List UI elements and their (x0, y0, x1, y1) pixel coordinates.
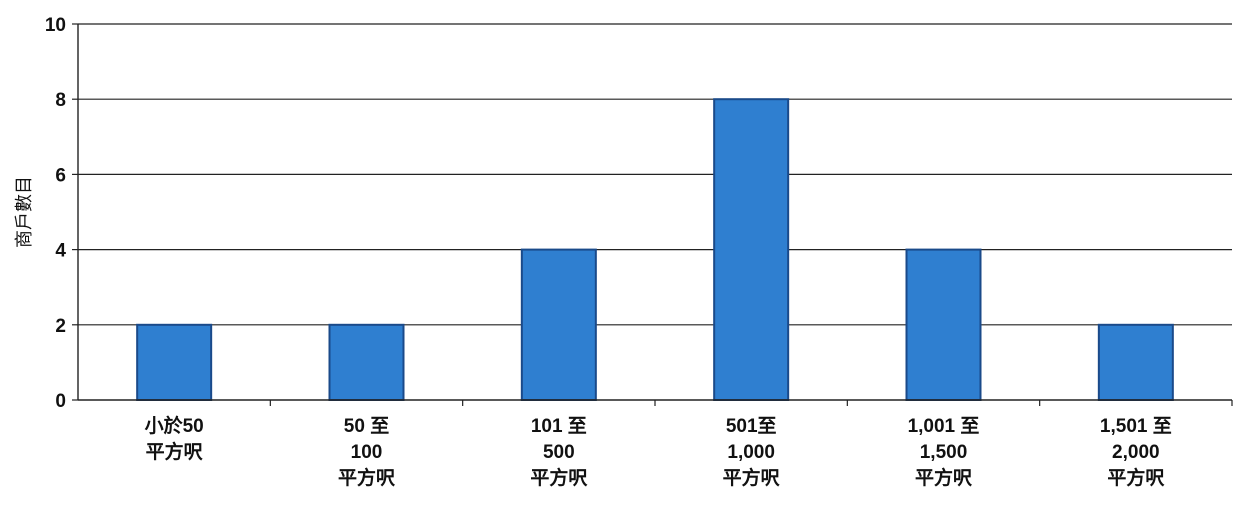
x-tick-labels: 小於50 平方呎 50 至 100 平方呎 101 至 500 平方呎 501至 1,000 平方呎… (145, 414, 1172, 489)
y-tick-label: 8 (55, 90, 66, 111)
x-tick-label: 1,501 至 2,000 平方呎 (1100, 416, 1172, 489)
y-tick-label: 2 (55, 316, 66, 337)
bars (136, 98, 1174, 401)
bar (1097, 323, 1174, 401)
x-tick-label: 501至 1,000 平方呎 (723, 416, 781, 489)
bar (713, 98, 790, 401)
y-tick-label: 10 (45, 15, 66, 36)
x-tick-label: 101 至 500 平方呎 (530, 416, 588, 489)
bar (136, 323, 213, 401)
y-tick-labels: 0 2 4 6 8 10 (45, 15, 67, 412)
x-tick-label: 1,001 至 1,500 平方呎 (908, 416, 980, 489)
axes (72, 23, 1233, 406)
gridlines (78, 23, 1232, 326)
x-tick-label: 50 至 100 平方呎 (338, 416, 396, 489)
bar (520, 248, 597, 401)
bar (328, 323, 405, 401)
y-tick-label: 0 (55, 391, 66, 412)
bar (905, 248, 982, 401)
x-tick-label: 小於50 平方呎 (145, 414, 204, 463)
y-axis-label: 商戶數目 (14, 176, 34, 248)
y-tick-label: 6 (55, 165, 66, 186)
y-tick-label: 4 (55, 241, 66, 262)
